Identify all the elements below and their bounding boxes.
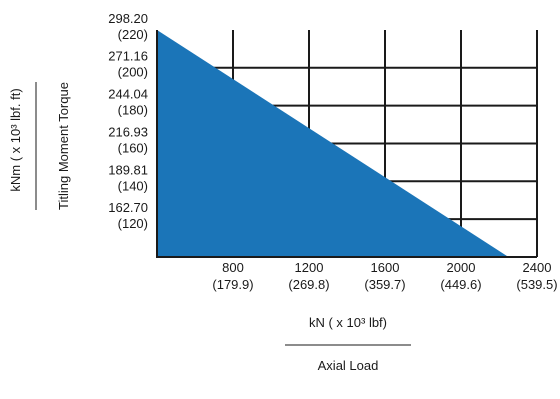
- y-tick-sublabel: (220): [118, 27, 148, 42]
- y-tick-labels: 298.20(220)271.16(200)244.04(180)216.93(…: [108, 11, 148, 231]
- x-tick-sublabel: (179.9): [212, 277, 253, 292]
- x-tick-labels: 800 (179.9) 1200 (269.8) 1600 (359.7) 2000 (449…: [212, 260, 557, 292]
- x-tick-label: 1600: [371, 260, 400, 275]
- y-tick-label: 189.81: [108, 162, 148, 177]
- y-axis-unit-label: kNm ( x 10³ lbf. ft): [8, 88, 23, 191]
- y-tick-label: 244.04: [108, 87, 148, 102]
- axes: [156, 30, 537, 258]
- y-tick-sublabel: (160): [118, 140, 148, 155]
- y-tick-label: 216.93: [108, 124, 148, 139]
- y-tick-sublabel: (140): [118, 178, 148, 193]
- x-tick-sublabel: (449.6): [440, 277, 481, 292]
- x-tick-sublabel: (359.7): [364, 277, 405, 292]
- x-tick-sublabel: (269.8): [288, 277, 329, 292]
- y-tick-label: 298.20: [108, 11, 148, 26]
- y-tick-sublabel: (200): [118, 65, 148, 80]
- y-tick-sublabel: (180): [118, 103, 148, 118]
- x-axis-unit-label: kN ( x 10³ lbf): [309, 315, 387, 330]
- y-axis-title: Titling Moment Torque: [56, 82, 71, 210]
- x-tick-label: 2000: [447, 260, 476, 275]
- x-tick-label: 800: [222, 260, 244, 275]
- x-tick-sublabel: (539.5): [516, 277, 557, 292]
- y-tick-sublabel: (120): [118, 216, 148, 231]
- x-axis-title: Axial Load: [318, 358, 379, 373]
- y-tick-label: 271.16: [108, 49, 148, 64]
- x-tick-label: 1200: [295, 260, 324, 275]
- x-tick-label: 2400: [523, 260, 552, 275]
- y-tick-label: 162.70: [108, 200, 148, 215]
- load-area: [157, 30, 509, 257]
